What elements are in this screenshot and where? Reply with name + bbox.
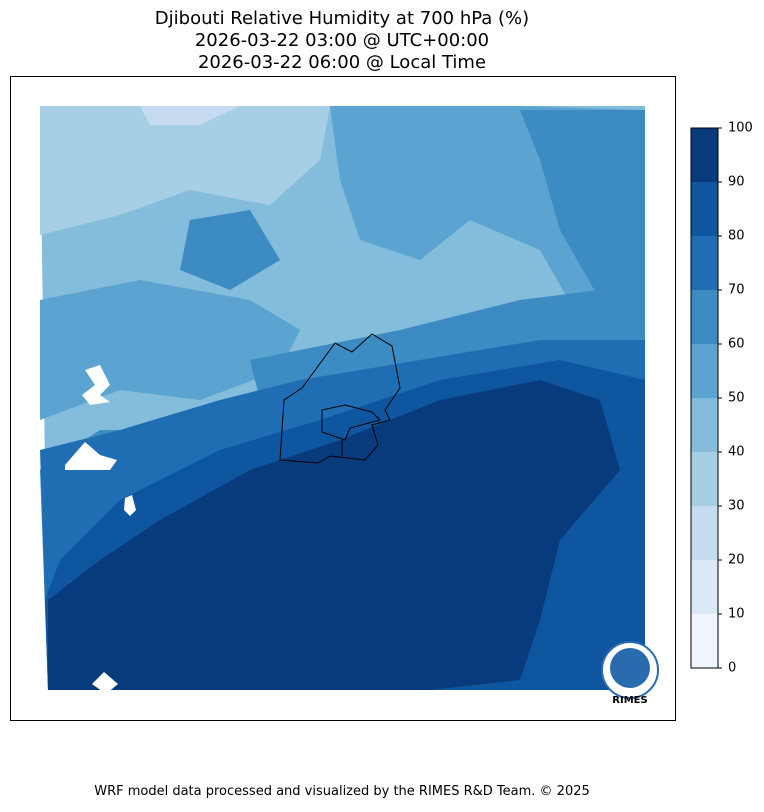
- tick-label: 50: [728, 391, 745, 406]
- colorbar-segment: [691, 236, 718, 290]
- footer: WRF model data processed and visualized …: [94, 784, 590, 799]
- tick-label: 100: [728, 121, 753, 136]
- tick-label: 30: [728, 499, 745, 514]
- colorbar-segment: [691, 128, 718, 182]
- map-frame: [10, 76, 676, 721]
- colorbar-segment: [691, 452, 718, 506]
- tick-label: 90: [728, 175, 745, 190]
- tick-label: 60: [728, 337, 745, 352]
- tick-label: 80: [728, 229, 745, 244]
- humidity-map: RIMES: [40, 106, 659, 706]
- title-line: 2026-03-22 03:00 @ UTC+00:00: [195, 30, 489, 51]
- tick-label: 10: [728, 607, 745, 622]
- tick-label: 40: [728, 445, 745, 460]
- colorbar-segment: [691, 614, 718, 668]
- rimes-logo: RIMES: [601, 641, 659, 706]
- colorbar-segment: [691, 506, 718, 560]
- colorbar-segment: [691, 182, 718, 236]
- colorbar-segment: [691, 560, 718, 614]
- colorbar-segment: [691, 290, 718, 344]
- title-line: Djibouti Relative Humidity at 700 hPa (%…: [155, 8, 529, 29]
- title-line: 2026-03-22 06:00 @ Local Time: [198, 52, 486, 73]
- logo-text: RIMES: [612, 695, 647, 706]
- tick-label: 70: [728, 283, 745, 298]
- tick-label: 20: [728, 553, 745, 568]
- colorbar-segment: [691, 344, 718, 398]
- colorbar: 0 10 20 30 40 50 60 70 80 90 100: [690, 121, 753, 676]
- colorbar-segment: [691, 398, 718, 452]
- tick-label: 0: [728, 661, 736, 676]
